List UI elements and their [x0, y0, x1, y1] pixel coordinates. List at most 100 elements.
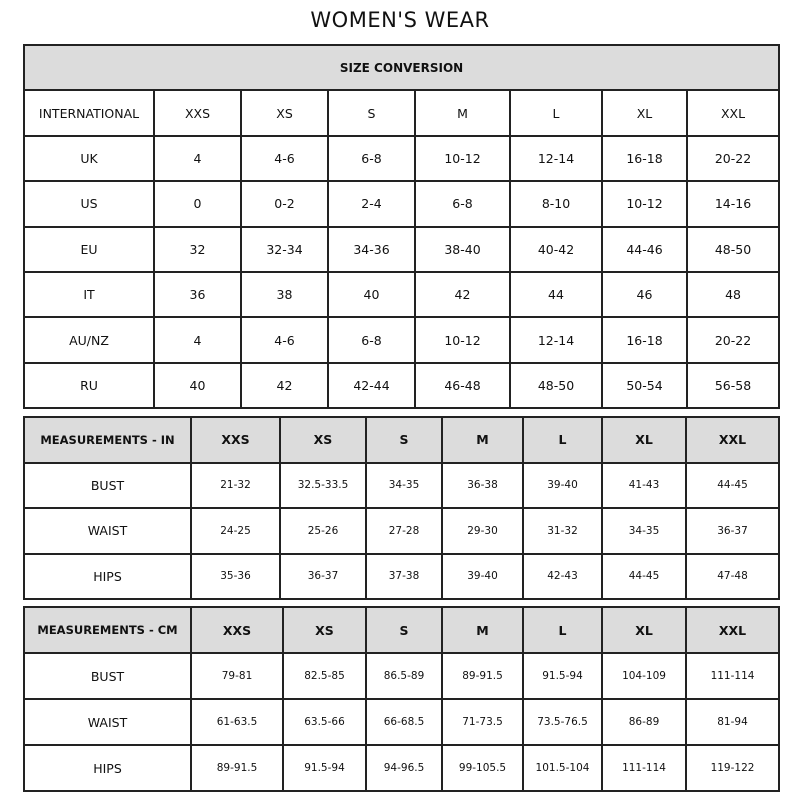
- table-row: HIPS 35-36 36-37 37-38 39-40 42-43 44-45 47-48: [23, 552, 780, 600]
- table-cell: 4-6: [240, 316, 329, 364]
- size-header: XS: [279, 416, 367, 464]
- table-cell: 39-40: [522, 461, 603, 509]
- table-cell: 32.5-33.5: [279, 461, 367, 509]
- table-cell: 79-81: [190, 652, 284, 700]
- table-cell: 39-40: [441, 552, 524, 600]
- table-cell: 8-10: [509, 180, 603, 228]
- page-title: WOMEN'S WEAR: [310, 8, 490, 32]
- size-header: XXS: [190, 606, 284, 654]
- table-cell: 47-48: [685, 552, 780, 600]
- table-cell: 81-94: [685, 698, 780, 746]
- table-row: WAIST 24-25 25-26 27-28 29-30 31-32 34-35 36-37: [23, 507, 780, 555]
- table-cell: 66-68.5: [365, 698, 443, 746]
- table-cell: 16-18: [601, 316, 688, 364]
- row-label: EU: [23, 225, 155, 273]
- table-cell: 63.5-66: [282, 698, 367, 746]
- table-cell: 61-63.5: [190, 698, 284, 746]
- table-heading: SIZE CONVERSION: [22, 43, 781, 92]
- size-header: XL: [601, 89, 688, 137]
- table-cell: 46: [601, 270, 688, 319]
- table-cell: 111-114: [601, 744, 687, 792]
- table-cell: 0: [153, 180, 242, 228]
- size-header: L: [509, 89, 603, 137]
- size-header: M: [441, 606, 524, 654]
- size-header: XXL: [685, 416, 780, 464]
- table-cell: 25-26: [279, 507, 367, 555]
- row-label: AU/NZ: [23, 316, 155, 364]
- table-cell: 16-18: [601, 134, 688, 183]
- table-cell: 40: [153, 361, 242, 410]
- table-row: UK 4 4-6 6-8 10-12 12-14 16-18 20-22: [23, 134, 781, 183]
- size-header: S: [365, 416, 443, 464]
- row-label-header: MEASUREMENTS - IN: [23, 416, 192, 464]
- table-cell: 31-32: [522, 507, 603, 555]
- table-cell: 44-46: [601, 225, 688, 273]
- table-row: WAIST 61-63.5 63.5-66 66-68.5 71-73.5 73.5-76…: [23, 698, 780, 746]
- table-cell: 46-48: [414, 361, 511, 410]
- table-cell: 42-44: [327, 361, 416, 410]
- size-header: XXS: [153, 89, 242, 137]
- table-cell: 6-8: [327, 316, 416, 364]
- table-cell: 29-30: [441, 507, 524, 555]
- table-cell: 86.5-89: [365, 652, 443, 700]
- table-cell: 38-40: [414, 225, 511, 273]
- table-row: RU 40 42 42-44 46-48 48-50 50-54 56-58: [23, 361, 781, 410]
- table-cell: 6-8: [414, 180, 511, 228]
- row-label-header: MEASUREMENTS - CM: [23, 606, 192, 654]
- table-cell: 119-122: [685, 744, 780, 792]
- table-cell: 44-45: [685, 461, 780, 509]
- row-label: BUST: [23, 652, 192, 700]
- measurements-cm-table: MEASUREMENTS - CM XXS XS S M L XL XXL BUST 79-81 8…: [23, 606, 780, 792]
- size-header: XS: [240, 89, 329, 137]
- row-label: BUST: [23, 461, 192, 509]
- size-conversion-table: SIZE CONVERSION INTERNATIONAL XXS XS S M L XL XX…: [22, 43, 781, 410]
- table-cell: 10-12: [414, 134, 511, 183]
- table-cell: 24-25: [190, 507, 281, 555]
- table-cell: 4-6: [240, 134, 329, 183]
- row-label: US: [23, 180, 155, 228]
- table-cell: 0-2: [240, 180, 329, 228]
- table-cell: 56-58: [685, 361, 781, 410]
- table-cell: 111-114: [685, 652, 780, 700]
- table-row: IT 36 38 40 42 44 46 48: [23, 270, 781, 319]
- table-cell: 94-96.5: [365, 744, 443, 792]
- row-label: HIPS: [23, 552, 192, 600]
- table-cell: 44-45: [601, 552, 687, 600]
- table-cell: 101.5-104: [522, 744, 603, 792]
- table-cell: 20-22: [685, 134, 781, 183]
- table-cell: 41-43: [601, 461, 687, 509]
- table-cell: 91.5-94: [522, 652, 603, 700]
- table-cell: 34-35: [365, 461, 443, 509]
- table-cell: 104-109: [601, 652, 687, 700]
- row-label: WAIST: [23, 698, 192, 746]
- table-cell: 42-43: [522, 552, 603, 600]
- table-cell: 36-38: [441, 461, 524, 509]
- table-cell: 32-34: [240, 225, 329, 273]
- table-cell: 36-37: [279, 552, 367, 600]
- table-cell: 4: [153, 316, 242, 364]
- table-cell: 4: [153, 134, 242, 183]
- table-cell: 50-54: [601, 361, 688, 410]
- table-cell: 10-12: [601, 180, 688, 228]
- table-cell: 89-91.5: [190, 744, 284, 792]
- table-row: HIPS 89-91.5 91.5-94 94-96.5 99-105.5 101.5-1…: [23, 744, 780, 792]
- header-row: INTERNATIONAL XXS XS S M L XL XXL: [23, 89, 781, 137]
- table-cell: 38: [240, 270, 329, 319]
- header-row: MEASUREMENTS - CM XXS XS S M L XL XXL: [23, 606, 780, 654]
- size-header: XL: [601, 416, 687, 464]
- table-cell: 48-50: [685, 225, 781, 273]
- size-header: XXL: [685, 606, 780, 654]
- table-cell: 36-37: [685, 507, 780, 555]
- table-cell: 36: [153, 270, 242, 319]
- size-header: XXS: [190, 416, 281, 464]
- table-cell: 34-35: [601, 507, 687, 555]
- table-cell: 91.5-94: [282, 744, 367, 792]
- row-label: IT: [23, 270, 155, 319]
- size-header: S: [365, 606, 443, 654]
- table-cell: 32: [153, 225, 242, 273]
- table-cell: 42: [414, 270, 511, 319]
- header-row: MEASUREMENTS - IN XXS XS S M L XL XXL: [23, 416, 780, 464]
- row-label: RU: [23, 361, 155, 410]
- table-cell: 89-91.5: [441, 652, 524, 700]
- size-header: L: [522, 606, 603, 654]
